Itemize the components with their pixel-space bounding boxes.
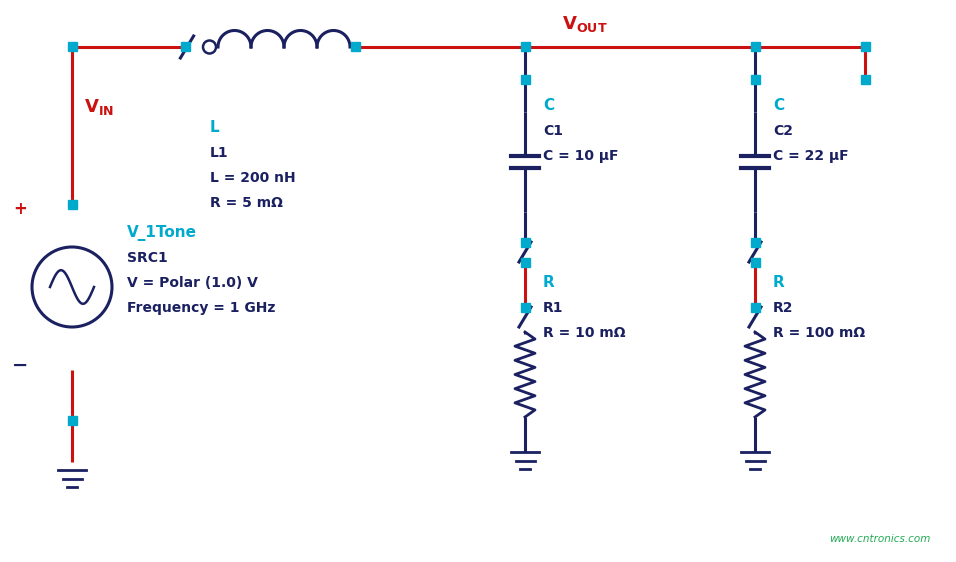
Text: www.cntronics.com: www.cntronics.com — [829, 534, 930, 544]
Text: +: + — [13, 200, 27, 218]
Text: C = 10 μF: C = 10 μF — [543, 149, 619, 163]
Bar — [520, 43, 530, 52]
Bar — [68, 43, 76, 52]
Bar — [520, 302, 530, 311]
Bar — [520, 238, 530, 247]
Text: SRC1: SRC1 — [127, 251, 167, 265]
Text: R1: R1 — [543, 301, 563, 315]
Text: C = 22 μF: C = 22 μF — [773, 149, 849, 163]
Text: −: − — [11, 356, 28, 374]
Bar — [68, 415, 76, 424]
Text: R = 10 mΩ: R = 10 mΩ — [543, 326, 625, 340]
Text: R = 100 mΩ: R = 100 mΩ — [773, 326, 865, 340]
Text: C: C — [543, 98, 554, 113]
Text: C2: C2 — [773, 124, 793, 138]
Bar — [351, 43, 359, 52]
Text: R: R — [773, 275, 785, 290]
Text: $\mathbf{V_{OUT}}$: $\mathbf{V_{OUT}}$ — [562, 14, 608, 34]
Bar — [860, 43, 870, 52]
Text: R2: R2 — [773, 301, 793, 315]
Text: L: L — [210, 120, 220, 135]
Bar — [750, 238, 759, 247]
Bar — [181, 43, 189, 52]
Text: V_1Tone: V_1Tone — [127, 225, 197, 241]
Bar — [750, 257, 759, 266]
Text: V = Polar (1.0) V: V = Polar (1.0) V — [127, 276, 258, 290]
Text: $\mathbf{V_{IN}}$: $\mathbf{V_{IN}}$ — [84, 97, 114, 117]
Text: R = 5 mΩ: R = 5 mΩ — [210, 196, 283, 210]
Bar — [68, 200, 76, 209]
Text: L = 200 nH: L = 200 nH — [210, 171, 295, 185]
Bar — [750, 302, 759, 311]
Bar — [750, 43, 759, 52]
Text: C1: C1 — [543, 124, 563, 138]
Bar — [860, 75, 870, 84]
Text: Frequency = 1 GHz: Frequency = 1 GHz — [127, 301, 275, 315]
Bar — [750, 75, 759, 84]
Text: L1: L1 — [210, 146, 228, 160]
Bar — [520, 75, 530, 84]
Bar — [520, 257, 530, 266]
Text: C: C — [773, 98, 784, 113]
Text: R: R — [543, 275, 554, 290]
